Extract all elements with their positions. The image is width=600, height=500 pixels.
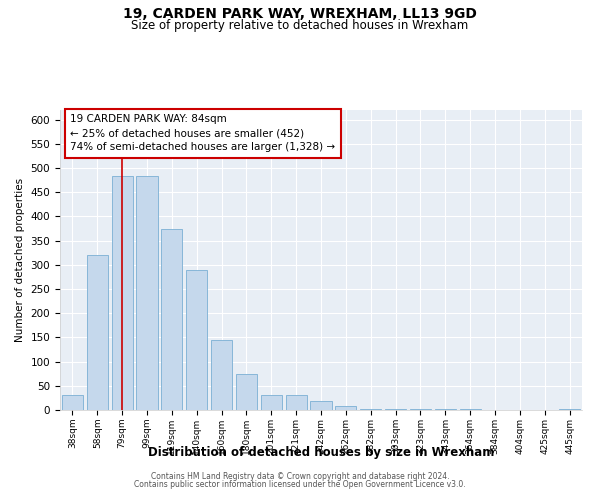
Bar	[335, 406, 356, 410]
Text: Size of property relative to detached houses in Wrexham: Size of property relative to detached ho…	[131, 19, 469, 32]
Text: Contains HM Land Registry data © Crown copyright and database right 2024.: Contains HM Land Registry data © Crown c…	[151, 472, 449, 481]
Bar	[360, 409, 381, 410]
Bar	[186, 270, 207, 410]
Text: Contains public sector information licensed under the Open Government Licence v3: Contains public sector information licen…	[134, 480, 466, 489]
Y-axis label: Number of detached properties: Number of detached properties	[15, 178, 25, 342]
Bar	[310, 402, 332, 410]
Bar	[410, 409, 431, 410]
Bar	[286, 396, 307, 410]
Bar	[211, 340, 232, 410]
Bar	[460, 408, 481, 410]
Bar	[261, 394, 282, 410]
Bar	[385, 409, 406, 410]
Bar	[87, 255, 108, 410]
Text: 19, CARDEN PARK WAY, WREXHAM, LL13 9GD: 19, CARDEN PARK WAY, WREXHAM, LL13 9GD	[123, 8, 477, 22]
Bar	[559, 408, 580, 410]
Text: Distribution of detached houses by size in Wrexham: Distribution of detached houses by size …	[148, 446, 494, 459]
Bar	[435, 409, 456, 410]
Text: 19 CARDEN PARK WAY: 84sqm
← 25% of detached houses are smaller (452)
74% of semi: 19 CARDEN PARK WAY: 84sqm ← 25% of detac…	[70, 114, 335, 152]
Bar	[62, 394, 83, 410]
Bar	[161, 228, 182, 410]
Bar	[236, 374, 257, 410]
Bar	[112, 176, 133, 410]
Bar	[136, 176, 158, 410]
